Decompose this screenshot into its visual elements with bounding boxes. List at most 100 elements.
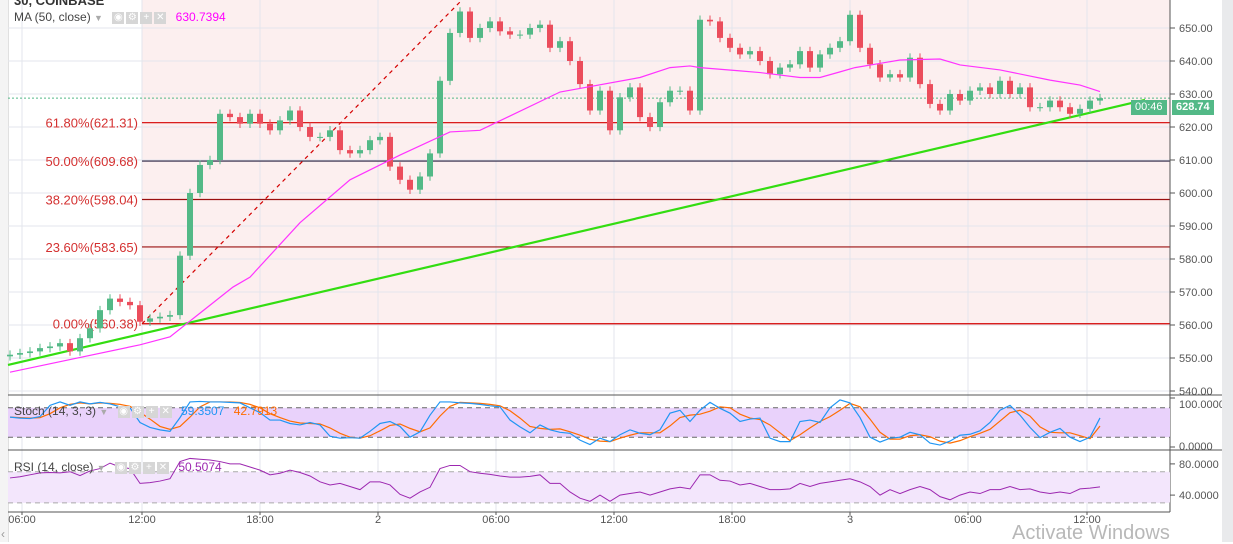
rsi-legend: RSI (14, close) ▼ ◉ ⚙ + ✕ 50.5074: [14, 460, 222, 474]
candle-down: [807, 51, 813, 68]
candle-up: [557, 41, 563, 48]
candle-up: [317, 136, 323, 138]
candle-up: [627, 87, 633, 98]
gear-icon[interactable]: ⚙: [131, 405, 144, 418]
chevron-down-icon[interactable]: ▼: [99, 407, 109, 417]
candle-up: [667, 90, 673, 103]
plus-icon[interactable]: +: [142, 461, 155, 474]
right-scrollbar[interactable]: [1222, 0, 1233, 542]
time-tick-label: 18:00: [718, 514, 746, 526]
candle-up: [247, 113, 253, 124]
price-tick-label: 590.00: [1179, 221, 1213, 233]
gear-icon[interactable]: ⚙: [126, 11, 139, 24]
candle-down: [67, 343, 73, 352]
candle-down: [337, 130, 343, 151]
chevron-down-icon[interactable]: ▼: [96, 463, 106, 473]
candle-up: [847, 14, 853, 42]
stoch-k-line: [9, 399, 1101, 446]
stoch-axis-label: 0.0000: [1179, 441, 1213, 453]
candle-up: [617, 97, 623, 131]
candle-down: [117, 298, 123, 302]
candle-down: [387, 136, 393, 167]
candle-down: [607, 90, 613, 131]
close-icon[interactable]: ✕: [156, 461, 169, 474]
eye-icon[interactable]: ◉: [114, 461, 127, 474]
fib-level-label: 0.00%(560.38): [53, 317, 138, 332]
candle-up: [47, 346, 53, 349]
candle-down: [507, 31, 513, 35]
candle-up: [797, 51, 803, 65]
candle-down: [647, 117, 653, 127]
candle-down: [737, 47, 743, 55]
fib-level-label: 50.00%(609.68): [45, 154, 138, 169]
stoch-k-value: 59.3507: [181, 404, 225, 418]
candle-down: [987, 87, 993, 94]
close-icon[interactable]: ✕: [154, 11, 167, 24]
candle-up: [147, 318, 153, 322]
candle-up: [1037, 107, 1043, 109]
price-tick-label: 640.00: [1179, 56, 1213, 68]
candle-down: [897, 74, 903, 78]
ma-legend: MA (50, close) ▼ ◉ ⚙ + ✕ 630.7394: [14, 10, 226, 24]
eye-icon[interactable]: ◉: [117, 405, 130, 418]
candle-up: [287, 110, 293, 121]
candle-up: [207, 160, 213, 165]
plus-icon[interactable]: +: [145, 405, 158, 418]
candle-up: [597, 90, 603, 111]
candle-down: [937, 103, 943, 111]
candle-up: [447, 32, 453, 81]
fib-trend-dashed-line: [141, 0, 463, 325]
candle-down: [727, 37, 733, 48]
candle-up: [427, 153, 433, 177]
candle-up: [787, 64, 793, 68]
price-tick-label: 540.00: [1179, 386, 1213, 398]
fib-level-label: 23.60%(583.65): [45, 240, 138, 255]
symbol-title: 30, COINBASE: [14, 0, 105, 8]
time-tick-label: 2: [375, 514, 381, 526]
activate-windows-watermark: Activate Windows: [1012, 522, 1170, 544]
stoch-axis-label: 100.0000: [1179, 399, 1225, 411]
candle-up: [17, 353, 23, 355]
candle-up: [107, 298, 113, 311]
ma-legend-label: MA (50, close): [14, 10, 91, 24]
time-tick-label: 06:00: [482, 514, 510, 526]
candle-up: [1097, 98, 1103, 101]
candle-up: [167, 315, 173, 317]
time-tick-label: 18:00: [246, 514, 274, 526]
candle-down: [687, 90, 693, 111]
current-price-tag: 628.74: [1172, 100, 1214, 115]
candle-up: [217, 113, 223, 160]
candle-up: [417, 176, 423, 190]
candle-up: [187, 193, 193, 256]
candle-up: [277, 120, 283, 131]
price-tick-label: 550.00: [1179, 353, 1213, 365]
candle-down: [1067, 107, 1073, 114]
candle-down: [757, 51, 763, 61]
candle-down: [567, 41, 573, 61]
candle-down: [497, 21, 503, 32]
chevron-down-icon[interactable]: ▼: [94, 13, 103, 23]
left-toolbar-edge: [0, 0, 9, 542]
candle-up: [197, 164, 203, 193]
candle-down: [957, 94, 963, 101]
eye-icon[interactable]: ◉: [112, 11, 125, 24]
candle-up: [7, 354, 13, 357]
candle-up: [907, 57, 913, 78]
candle-down: [237, 117, 243, 124]
gear-icon[interactable]: ⚙: [128, 461, 141, 474]
candle-up: [887, 74, 893, 78]
candle-up: [367, 140, 373, 151]
candle-up: [977, 87, 983, 91]
candle-down: [707, 19, 713, 22]
candle-down: [547, 24, 553, 48]
candle-down: [307, 127, 313, 137]
plus-icon[interactable]: +: [140, 11, 153, 24]
candle-up: [1047, 100, 1053, 108]
close-icon[interactable]: ✕: [159, 405, 172, 418]
price-tick-label: 600.00: [1179, 188, 1213, 200]
candle-up: [27, 351, 33, 354]
scroll-left-icon[interactable]: ‹: [1, 527, 5, 541]
rsi-value: 50.5074: [178, 460, 222, 474]
candle-up: [157, 316, 163, 319]
